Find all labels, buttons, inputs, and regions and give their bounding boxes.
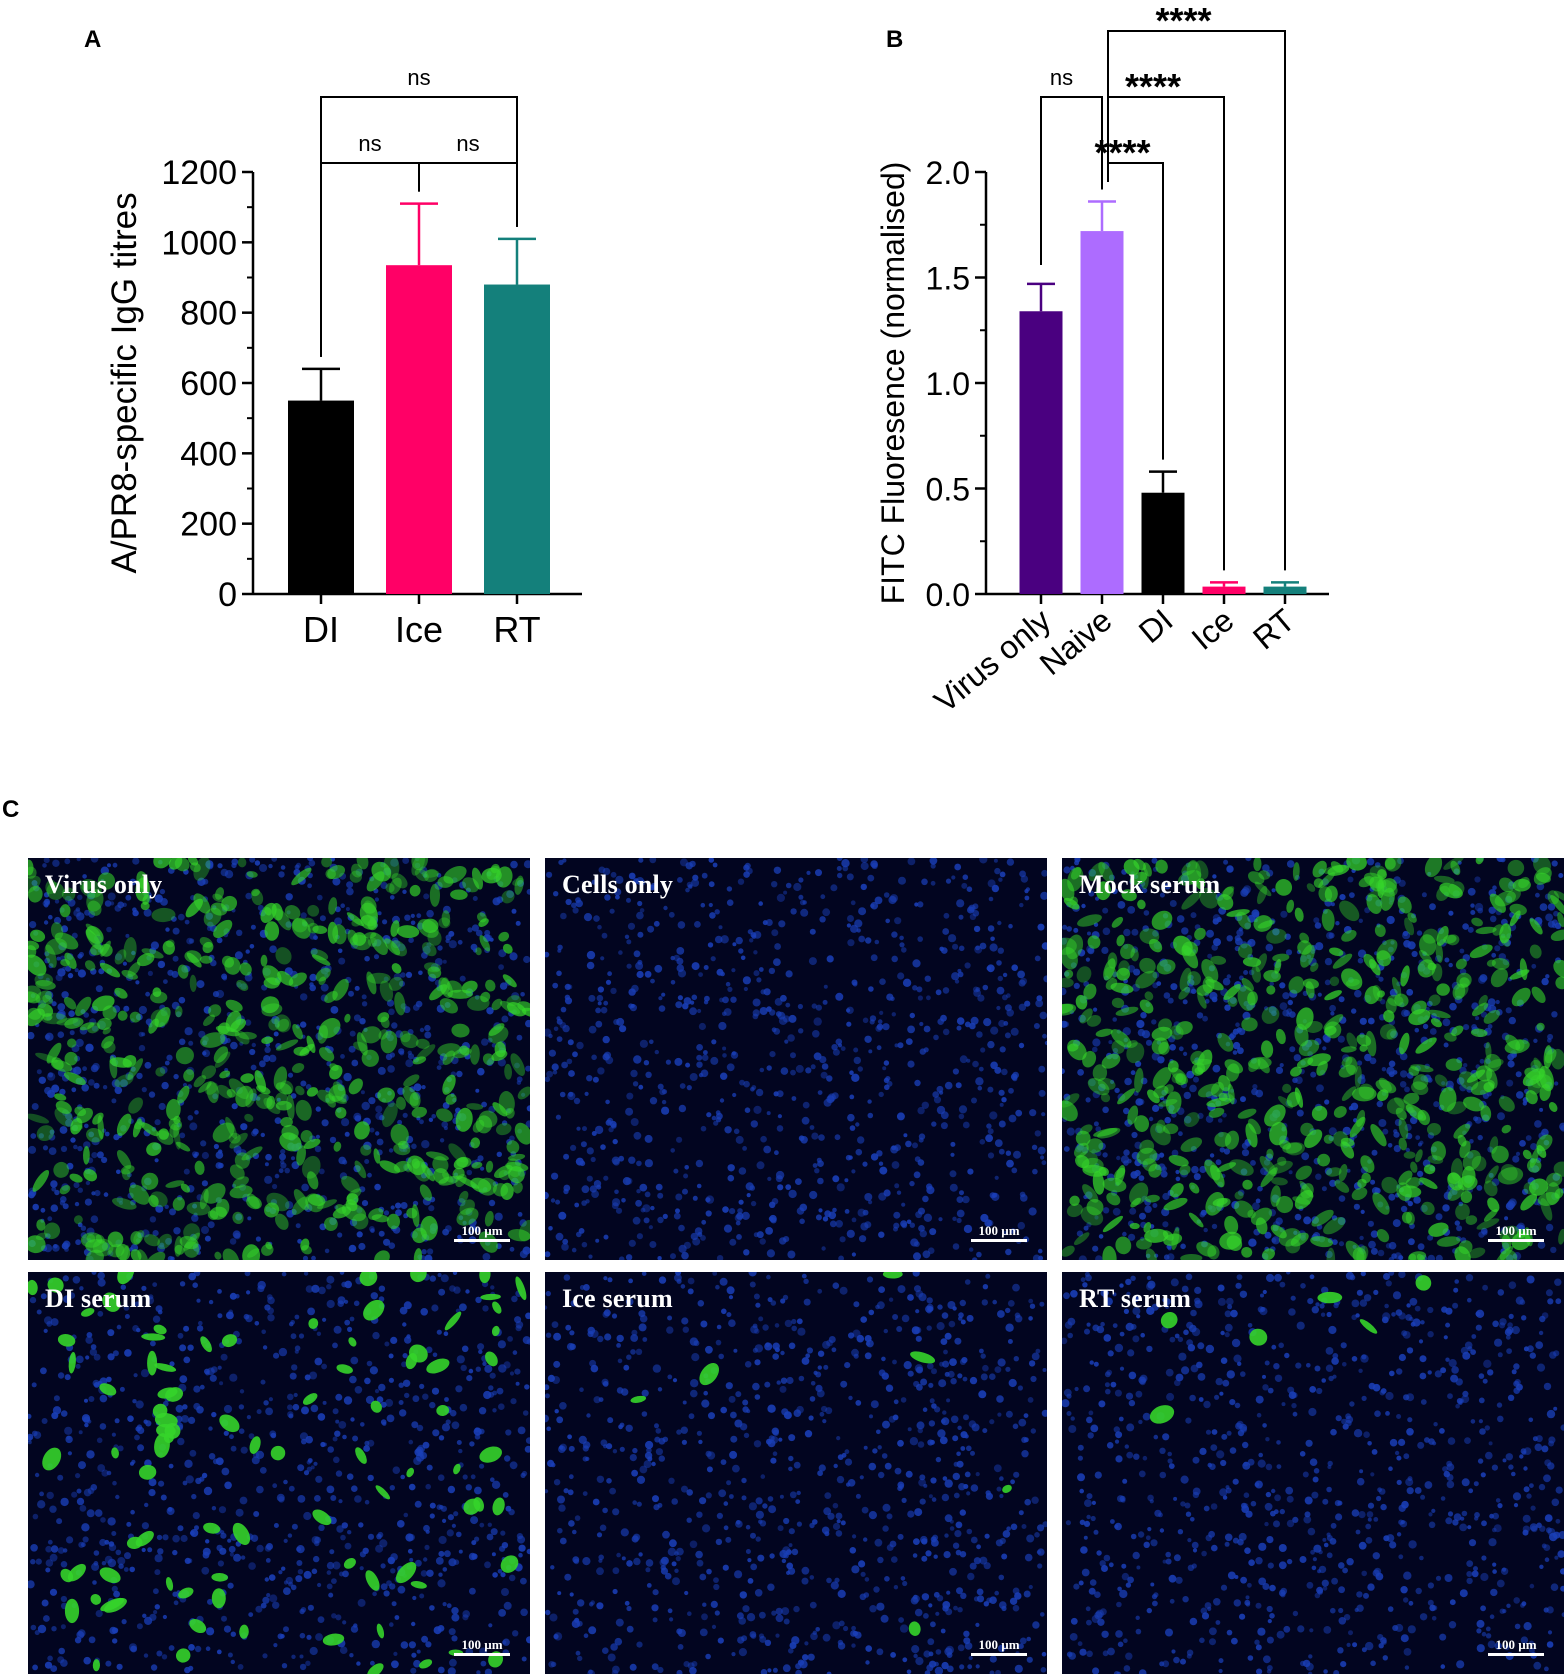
significance-bracket: [418, 162, 518, 227]
micrograph-mock-serum: Mock serum 100 µm: [1062, 858, 1564, 1260]
scale-bar-label: 100 µm: [1495, 1637, 1537, 1652]
panel-c-letter: C: [2, 796, 20, 823]
y-tick-label: 800: [180, 295, 237, 333]
y-tick-label: 1200: [161, 154, 237, 192]
scale-bar: 100 µm: [1488, 1224, 1544, 1242]
scale-bar-line: [1488, 1239, 1544, 1242]
y-tick-label: 0.0: [926, 577, 970, 613]
y-tick-label: 1.0: [926, 366, 970, 402]
panel-a-letter: A: [84, 26, 102, 53]
y-tick-label: 600: [180, 365, 237, 403]
micrograph-cells: [1062, 858, 1564, 1260]
micrograph-label: RT serum: [1079, 1284, 1192, 1313]
chart-a-igg-titres: 0 200 400 600 800 1000 1200 A/PR8-specific IgG …: [105, 65, 582, 650]
x-tick-label-di: DI: [303, 609, 339, 650]
scale-bar-label: 100 µm: [461, 1637, 503, 1652]
scale-bar-line: [971, 1653, 1027, 1656]
significance-label: ns: [407, 65, 430, 90]
scale-bar-line: [971, 1239, 1027, 1242]
x-tick-label-ice: Ice: [395, 609, 443, 650]
bar-rt: [1263, 586, 1307, 594]
micrograph-cells: [545, 1272, 1047, 1674]
significance-label: ****: [1125, 66, 1181, 107]
y-axis-label: FITC Fluoresence (normalised): [875, 162, 911, 605]
bar-rt: [484, 284, 550, 594]
micrograph-cells: [545, 858, 1047, 1260]
y-tick-label: 1.5: [926, 261, 970, 297]
y-tick-label: 200: [180, 506, 237, 544]
micrograph-grid: Virus only 100 µm Cells only 100 µm Mock ser…: [28, 858, 1564, 1678]
bar-ice: [386, 265, 452, 594]
panel-b-letter: B: [886, 26, 904, 53]
micrograph-label: DI serum: [45, 1284, 152, 1313]
y-axis-label: A/PR8-specific IgG titres: [105, 192, 144, 573]
significance-label: ****: [1155, 0, 1211, 41]
x-tick-label-rt: RT: [1246, 602, 1301, 657]
x-tick-label-ice: Ice: [1185, 602, 1241, 657]
scale-bar: 100 µm: [971, 1224, 1027, 1242]
chart-b-fitc-fluorescence: 0.0 0.5 1.0 1.5 2.0 FITC Fluoresence (normali…: [875, 0, 1329, 719]
scale-bar-label: 100 µm: [1495, 1223, 1537, 1238]
significance-label: ns: [456, 131, 479, 156]
micrograph-label: Cells only: [562, 870, 674, 899]
scale-bar-label: 100 µm: [461, 1223, 503, 1238]
y-tick-label: 1000: [161, 224, 237, 262]
significance-label: ns: [358, 131, 381, 156]
significance-bracket: [1040, 96, 1103, 265]
x-tick-label-naive: Naive: [1033, 602, 1119, 682]
micrograph-cells: [1062, 1272, 1564, 1674]
bar-naive: [1080, 231, 1124, 594]
y-tick-label: 400: [180, 435, 237, 473]
bar-virus-only: [1019, 311, 1063, 594]
scale-bar: 100 µm: [971, 1638, 1027, 1656]
significance-label: ns: [1050, 65, 1073, 90]
scale-bar: 100 µm: [454, 1224, 510, 1242]
scale-bar-line: [454, 1239, 510, 1242]
y-tick-label: 0: [218, 576, 237, 614]
micrograph-virus-only: Virus only 100 µm: [28, 858, 530, 1260]
micrograph-cells: [28, 858, 530, 1260]
x-tick-label-rt: RT: [493, 609, 540, 650]
scale-bar: 100 µm: [454, 1638, 510, 1656]
micrograph-rt-serum: RT serum 100 µm: [1062, 1272, 1564, 1674]
bar-ice: [1202, 586, 1246, 594]
y-tick-label: 2.0: [926, 155, 970, 191]
scale-bar-label: 100 µm: [978, 1223, 1020, 1238]
bar-di: [288, 400, 354, 594]
scale-bar-line: [1488, 1653, 1544, 1656]
micrograph-di-serum: DI serum 100 µm: [28, 1272, 530, 1674]
scale-bar-line: [454, 1653, 510, 1656]
x-tick-label-di: DI: [1132, 602, 1180, 650]
micrograph-cells: [28, 1272, 530, 1674]
micrograph-label: Virus only: [45, 870, 163, 899]
significance-bracket: [1107, 30, 1286, 571]
scale-bar: 100 µm: [1488, 1638, 1544, 1656]
significance-label: ****: [1094, 132, 1150, 173]
micrograph-cells-only: Cells only 100 µm: [545, 858, 1047, 1260]
micrograph-label: Ice serum: [562, 1284, 673, 1313]
y-tick-label: 0.5: [926, 472, 970, 508]
bar-di: [1141, 492, 1185, 594]
significance-bracket: [320, 96, 518, 357]
micrograph-ice-serum: Ice serum 100 µm: [545, 1272, 1047, 1674]
micrograph-label: Mock serum: [1079, 870, 1221, 899]
scale-bar-label: 100 µm: [978, 1637, 1020, 1652]
